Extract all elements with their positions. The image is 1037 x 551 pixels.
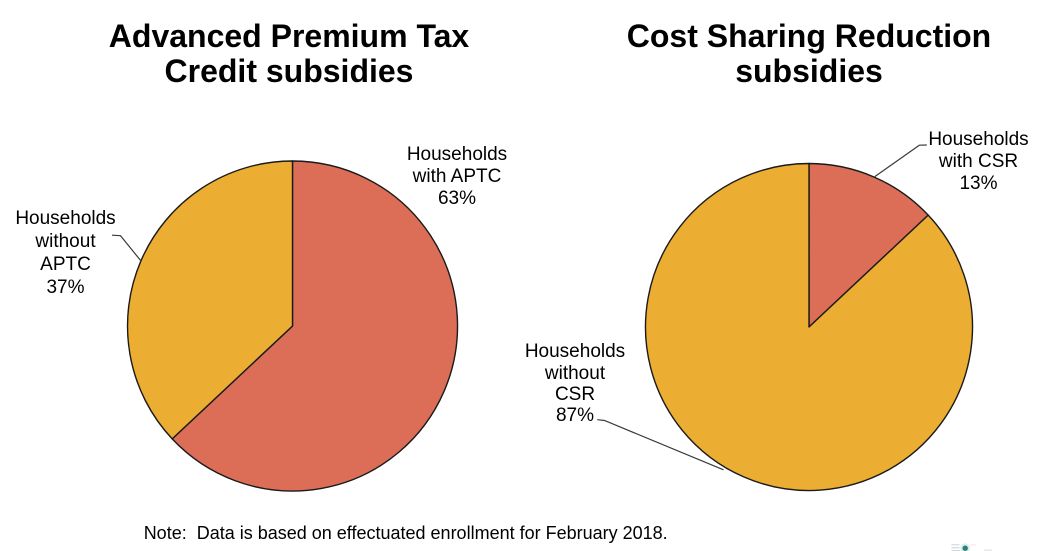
svg-text:87%: 87%: [556, 405, 594, 426]
svg-text:Credit subsidies: Credit subsidies: [165, 53, 414, 89]
svg-text:with CSR: with CSR: [938, 151, 1018, 172]
svg-text:Cost Sharing Reduction: Cost Sharing Reduction: [627, 18, 991, 54]
svg-text:Households: Households: [407, 144, 507, 165]
svg-text:37%: 37%: [46, 277, 84, 298]
svg-text:with APTC: with APTC: [412, 166, 502, 187]
svg-text:CSR: CSR: [555, 384, 595, 405]
svg-text:Households: Households: [525, 341, 625, 362]
svg-text:without: without: [544, 363, 606, 384]
svg-text:subsidies: subsidies: [735, 53, 883, 89]
svg-text:13%: 13%: [959, 173, 997, 194]
svg-text:Advanced Premium Tax: Advanced Premium Tax: [109, 18, 470, 54]
svg-text:Households: Households: [15, 208, 115, 229]
svg-text:Households: Households: [928, 129, 1028, 150]
svg-text:63%: 63%: [438, 188, 476, 209]
svg-text:Note: Data is based on effect: Note: Data is based on effectuated enrol…: [144, 523, 668, 543]
svg-text:without: without: [34, 231, 96, 252]
svg-text:APTC: APTC: [40, 254, 91, 275]
